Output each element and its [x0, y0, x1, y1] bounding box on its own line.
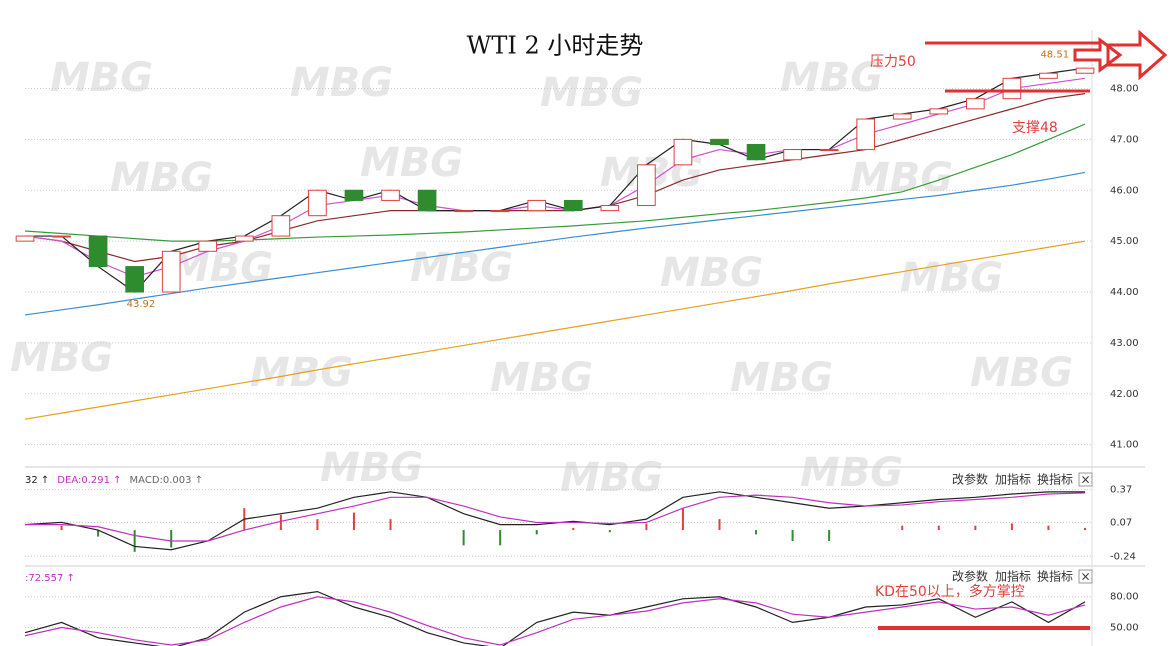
toolbar-close[interactable]: × [1080, 570, 1090, 584]
watermark: MBG [660, 250, 763, 296]
candle [783, 149, 802, 161]
y-tick-label: 80.00 [1110, 592, 1139, 603]
line-series [25, 492, 1086, 542]
candle [15, 235, 35, 242]
watermark: MBG [900, 255, 1003, 301]
line-series [24, 590, 1086, 646]
y-tick-label: 0.37 [1110, 485, 1132, 496]
watermark: MBG [780, 55, 883, 101]
watermark: MBG [850, 155, 953, 201]
close-box[interactable] [1078, 472, 1093, 487]
indicator-label: 32 ↑ [25, 475, 49, 486]
candle [417, 189, 437, 212]
price-label: 43.92 [127, 299, 156, 310]
y-tick-label: 45.00 [1110, 236, 1139, 247]
candle [856, 118, 876, 151]
indicator-label: MACD:0.003 ↑ [130, 475, 204, 486]
y-tick-label: 44.00 [1110, 287, 1139, 298]
candle [52, 235, 71, 238]
y-tick-label: 48.00 [1110, 84, 1139, 95]
arrow-icon [1073, 29, 1168, 81]
watermark: MBG [410, 245, 513, 291]
candle [308, 189, 327, 217]
toolbar-add[interactable]: 加指标 [995, 569, 1031, 584]
candle [563, 199, 583, 212]
candle [125, 266, 144, 293]
y-tick-label: 41.00 [1110, 440, 1139, 451]
candle [600, 205, 620, 212]
indicator-label: :72.557 ↑ [25, 573, 75, 584]
watermark: MBG [50, 55, 153, 101]
kd-toolbar: 改参数 加指标 换指标 × [952, 569, 1093, 584]
toolbar-edit[interactable]: 改参数 [952, 569, 988, 584]
candle [1039, 72, 1058, 79]
candle [161, 250, 181, 293]
toolbar-edit[interactable]: 改参数 [952, 472, 988, 487]
candle [527, 199, 547, 212]
kd-note: KD在50以上，多方掌控 [875, 583, 1025, 600]
indicator-label: DEA:0.291 ↑ [57, 475, 121, 486]
watermark: MBG [290, 60, 393, 106]
watermark: MBG [360, 140, 463, 186]
candle [819, 149, 839, 152]
candle [454, 210, 473, 213]
candle [381, 189, 400, 201]
y-tick-label: -0.24 [1110, 551, 1136, 562]
y-tick-label: 47.00 [1110, 134, 1139, 145]
line-series [24, 77, 1086, 278]
watermark: MBG [110, 155, 213, 201]
resistance-label: 压力50 [870, 54, 916, 70]
toolbar-close[interactable]: × [1080, 473, 1090, 487]
watermark: MBG [970, 350, 1073, 396]
line-series [24, 240, 1086, 420]
candle [673, 138, 693, 166]
chart-title: WTI 2 小时走势 [467, 32, 644, 60]
y-tick-label: 46.00 [1110, 185, 1139, 196]
line-series [24, 171, 1086, 316]
candle [966, 98, 985, 110]
watermark: MBG [320, 445, 423, 491]
watermark: MBG [800, 450, 903, 496]
y-tick-label: 43.00 [1110, 338, 1139, 349]
price-label: 48.51 [1040, 50, 1069, 61]
candle [746, 143, 766, 161]
close-box[interactable] [1078, 569, 1093, 584]
candle [271, 215, 291, 237]
watermark: MBG [10, 335, 113, 381]
candle [1002, 77, 1022, 100]
watermark: MBG [540, 70, 643, 116]
plot-area: 41.00 42.00 43.00 44.00 45.00 46.00 47.00 48.00… [15, 50, 1139, 646]
macd-toolbar: 改参数 加指标 换指标 × [952, 472, 1093, 487]
candle [490, 210, 510, 213]
candle [929, 108, 949, 115]
candle [344, 189, 364, 201]
watermark: MBG [170, 245, 273, 291]
toolbar-add[interactable]: 加指标 [995, 472, 1031, 487]
candle [892, 113, 912, 120]
candle [198, 240, 218, 252]
y-tick-label: 0.07 [1110, 517, 1132, 528]
y-tick-label: 50.00 [1110, 623, 1139, 634]
candle [88, 235, 108, 268]
candle [710, 138, 729, 145]
line-series [24, 596, 1086, 646]
toolbar-switch[interactable]: 换指标 [1037, 472, 1073, 487]
support-label: 支撑48 [1012, 120, 1058, 136]
candle [234, 235, 254, 242]
candle [637, 164, 656, 207]
toolbar-switch[interactable]: 换指标 [1037, 569, 1073, 584]
watermark: MBG [560, 455, 663, 501]
candle [1075, 67, 1095, 74]
y-tick-label: 42.00 [1110, 389, 1139, 400]
